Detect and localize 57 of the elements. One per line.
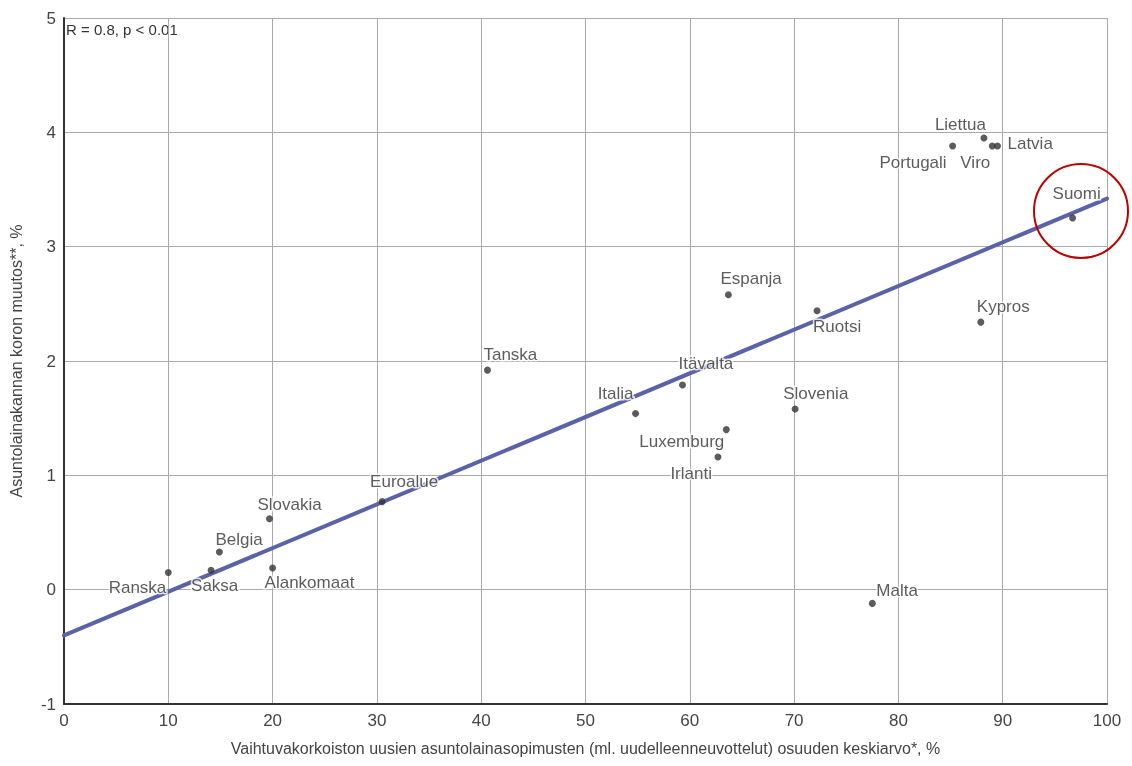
y-tick-label: 0 (46, 580, 56, 600)
point (483, 366, 491, 374)
y-axis-title: Asuntolainakannan koron muutos**, % (7, 224, 25, 498)
point (378, 498, 386, 506)
point (164, 569, 172, 577)
annotation: Alankomaat (264, 573, 355, 593)
annotation: Tanska (483, 344, 538, 364)
annotation: Suomi (1052, 183, 1101, 203)
y-tick-label: 1 (46, 465, 56, 485)
point (1069, 214, 1077, 222)
point (977, 318, 985, 326)
x-tick-label: 100 (1092, 711, 1122, 730)
x-tick-label: 50 (576, 711, 595, 730)
annotation: Liettua (934, 114, 987, 134)
x-tick-label: 40 (471, 711, 491, 730)
point (632, 410, 640, 418)
x-tick-label: 20 (263, 711, 283, 730)
annotation: Espanja (720, 269, 783, 289)
annotation: Slovenia (783, 383, 849, 403)
annotation: Viro (960, 152, 991, 172)
annotation: Saksa (191, 575, 239, 595)
point (679, 381, 686, 389)
point (207, 566, 215, 574)
point (949, 142, 957, 150)
annotation: Luxemburg (639, 432, 725, 452)
y-tick-label: 2 (46, 351, 56, 371)
annotation: Belgia (215, 530, 264, 550)
annotation: Portugali (879, 152, 947, 172)
annotation: Ruotsi (813, 317, 862, 337)
annotation: Kypros (976, 296, 1030, 316)
point (265, 515, 273, 523)
point (215, 548, 223, 556)
annotation: Ranska (108, 578, 167, 598)
point (724, 291, 732, 299)
x-tick-label: 60 (680, 711, 700, 730)
x-tick-label: 10 (158, 711, 178, 730)
y-tick-label: 3 (46, 237, 56, 257)
annotation: Malta (876, 580, 919, 600)
annotation: Latvia (1007, 133, 1054, 153)
annotation: Irlanti (670, 463, 712, 483)
x-tick-label: 90 (993, 711, 1013, 730)
point (993, 142, 1001, 150)
y-tick-label: 5 (46, 8, 56, 28)
annotation: Slovakia (257, 495, 323, 515)
annotation: R = 0.8, p < 0.01 (66, 21, 178, 38)
point (868, 599, 876, 607)
point (269, 564, 277, 572)
x-tick-label: 30 (367, 711, 387, 730)
x-tick-label: 70 (784, 711, 804, 730)
x-axis-title: Vaihtuvakorkoiston uusien asuntolainasopimusten (ml. uudelleenneuvottelut) osuuden keskiarvo*, % (230, 739, 941, 757)
y-tick-label: -1 (40, 694, 56, 714)
y-tick-label: 4 (46, 122, 56, 142)
point (813, 307, 821, 315)
annotation: Italia (597, 384, 635, 404)
point (722, 426, 730, 434)
x-tick-label: 0 (59, 711, 69, 730)
x-tick-label: 80 (888, 711, 908, 730)
